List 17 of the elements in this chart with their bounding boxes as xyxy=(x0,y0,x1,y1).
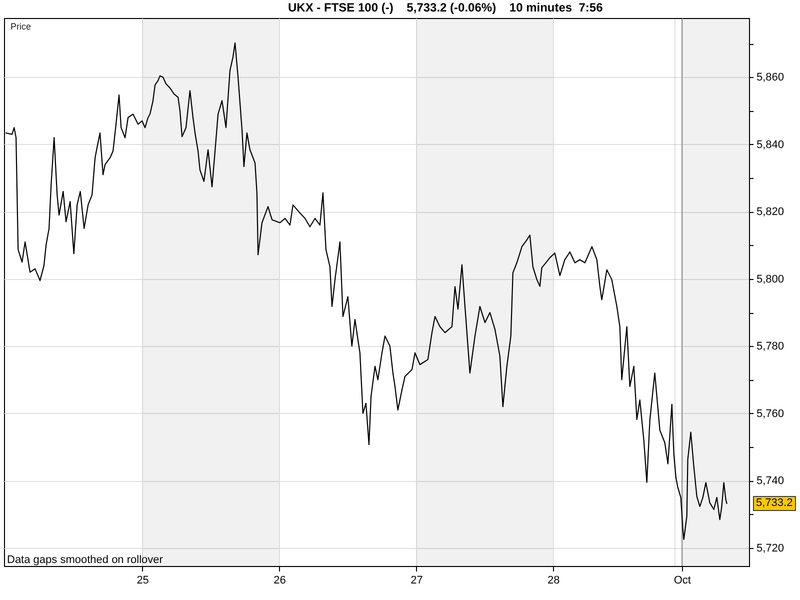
x-tick-label: 28 xyxy=(548,574,560,586)
x-tick-label: Oct xyxy=(674,574,691,586)
y-tick-label: 5,820 xyxy=(756,206,784,218)
y-axis-title: Price xyxy=(10,22,32,32)
y-tick-label: 5,800 xyxy=(756,273,784,286)
price-tag: 5,733.2 xyxy=(753,496,796,511)
chart-title: UKX - FTSE 100 (-) 5,733.2 (-0.06%) 10 minutes 7:56 xyxy=(288,0,604,14)
x-tick-label: 26 xyxy=(274,574,286,586)
y-tick-label: 5,740 xyxy=(756,475,784,488)
y-tick-label: 5,860 xyxy=(756,72,784,84)
x-tick-label: 25 xyxy=(136,574,149,586)
annotation: Data gaps smoothed on rollover xyxy=(7,554,164,566)
y-tick-label: 5,840 xyxy=(756,138,784,151)
y-tick-label: 5,720 xyxy=(756,542,784,554)
x-tick-label: 27 xyxy=(410,574,423,586)
y-tick-label: 5,780 xyxy=(756,340,784,353)
y-tick-label: 5,760 xyxy=(756,408,784,420)
